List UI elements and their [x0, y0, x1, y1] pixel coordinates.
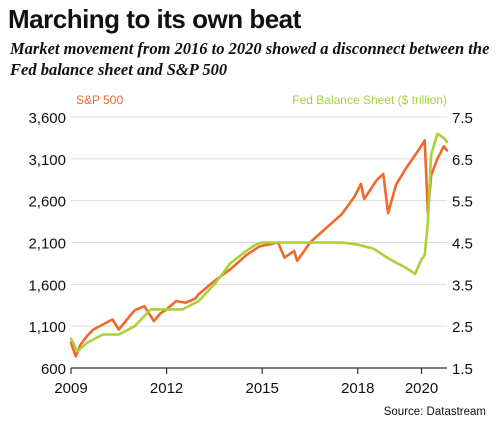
- left-tick-label: 2,100: [28, 236, 66, 253]
- left-tick-label: 2,600: [28, 194, 66, 211]
- chart-subtitle: Market movement from 2016 to 2020 showed…: [10, 39, 490, 79]
- source-note: Source: Datastream: [383, 406, 486, 418]
- right-tick-label: 2.5: [452, 319, 473, 336]
- right-tick-label: 4.5: [452, 236, 473, 253]
- x-tick-label: 2012: [150, 380, 183, 397]
- x-tick-label: 2018: [341, 380, 374, 397]
- right-tick-label: 3.5: [452, 277, 473, 294]
- x-tick-label: 2020: [405, 380, 438, 397]
- left-tick-label: 3,100: [28, 152, 66, 169]
- left-tick-label: 1,600: [28, 277, 66, 294]
- x-tick-label: 2015: [245, 380, 278, 397]
- legend-fed-balance: Fed Balance Sheet ($ trillion): [292, 93, 447, 107]
- fed-balance-line: [69, 132, 449, 353]
- tick-marks: [70, 368, 423, 374]
- chart-title: Marching to its own beat: [8, 4, 301, 34]
- x-tick-label: 2009: [54, 380, 87, 397]
- left-tick-label: 1,100: [28, 319, 66, 336]
- gridlines: [71, 116, 447, 327]
- sp500-line: [69, 139, 449, 358]
- right-tick-label: 5.5: [452, 194, 473, 211]
- tick-labels: 600 1,100 1,600 2,100 2,600 3,100 3,600 1.5 2.5 3…: [28, 110, 472, 397]
- left-tick-label: 600: [41, 361, 66, 378]
- right-tick-label: 6.5: [452, 152, 473, 169]
- legend-sp500: S&P 500: [76, 93, 123, 107]
- right-tick-label: 1.5: [452, 361, 473, 378]
- right-tick-label: 7.5: [452, 110, 473, 127]
- series-lines: [69, 132, 449, 358]
- left-tick-label: 3,600: [28, 110, 66, 127]
